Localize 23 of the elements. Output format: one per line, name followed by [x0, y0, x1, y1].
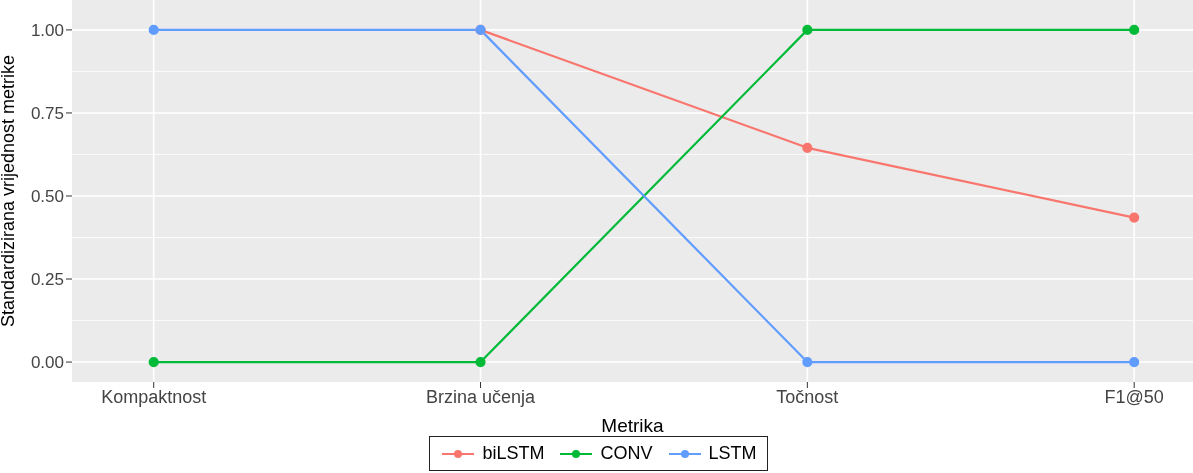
y-tick-label: 0.25: [30, 270, 64, 290]
x-tick-label: F1@50: [1104, 386, 1164, 407]
y-tick-label: 0.50: [30, 187, 64, 207]
legend-label: CONV: [600, 443, 653, 464]
x-axis-title: Metrika: [601, 415, 665, 436]
y-tick-label: 0.00: [30, 353, 64, 373]
y-tick-label: 1.00: [30, 20, 64, 40]
x-tick-label: Brzina učenja: [425, 386, 537, 407]
y-tick-label: 0.75: [30, 103, 64, 123]
legend-label: LSTM: [708, 443, 757, 464]
point: [802, 356, 813, 368]
point: [802, 142, 813, 153]
x-tick-label: Kompaktnost: [101, 386, 207, 407]
point: [1129, 24, 1140, 35]
point: [475, 356, 486, 368]
x-tick-label: Točnost: [776, 386, 839, 407]
y-axis-title: Standardizirana vrijednost metrike: [0, 54, 19, 328]
legend-label: biLSTM: [482, 443, 545, 464]
point: [1129, 212, 1140, 223]
point: [802, 24, 813, 35]
point: [1129, 356, 1140, 368]
point: [148, 356, 159, 368]
point: [148, 24, 159, 35]
